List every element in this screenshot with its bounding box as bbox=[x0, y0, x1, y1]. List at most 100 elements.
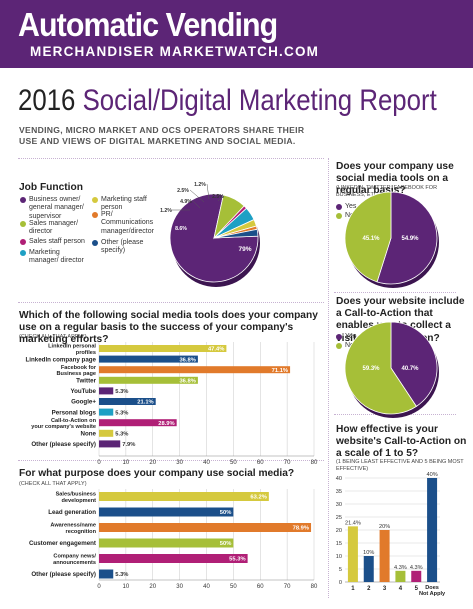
category-label: 3 bbox=[383, 586, 387, 592]
legend-swatch bbox=[92, 212, 98, 218]
tools-bar-chart: 0 10 20 30 40 50 60 70 80 LinkedIn personalprofil… bbox=[26, 342, 318, 466]
divider bbox=[18, 460, 324, 461]
value-label: 5.3% bbox=[115, 572, 128, 578]
pie-slice bbox=[344, 321, 417, 415]
tick-label: 60 bbox=[257, 584, 264, 590]
category-label: Business page bbox=[57, 371, 96, 377]
legend-swatch bbox=[92, 240, 98, 246]
value-label: 47.4% bbox=[208, 347, 224, 353]
pie-label: 2.5% bbox=[177, 188, 189, 194]
bar bbox=[99, 569, 114, 579]
category-label: LinkedIn personal bbox=[48, 344, 96, 350]
legend-swatch bbox=[20, 250, 26, 256]
effectiveness-title: How effective is your website's Call-to-… bbox=[336, 424, 467, 460]
legend-item: Marketing manager/ director bbox=[20, 249, 86, 266]
bar bbox=[379, 530, 390, 582]
legend-swatch bbox=[20, 197, 26, 203]
header-banner: Automatic Vending MERCHANDISER MARKETWAT… bbox=[0, 0, 473, 68]
tick-label: 30 bbox=[336, 502, 342, 508]
value-label: 36.8% bbox=[179, 357, 195, 363]
value-label: 4.3% bbox=[394, 565, 407, 571]
category-label: 2 bbox=[367, 586, 371, 592]
legend-label: Business owner/ general manager/ supervi… bbox=[29, 196, 84, 220]
pie-slice bbox=[344, 191, 392, 283]
legend-item: Yes bbox=[336, 203, 376, 211]
value-label: 10% bbox=[363, 550, 374, 556]
job-function-title: Job Function bbox=[19, 182, 83, 193]
report-title-text: Social/Digital Marketing Report bbox=[82, 84, 437, 117]
divider bbox=[18, 302, 324, 303]
category-label: development bbox=[61, 498, 96, 504]
value-label: 7.9% bbox=[122, 442, 135, 448]
bar bbox=[99, 507, 234, 517]
category-label: recognition bbox=[66, 529, 97, 535]
tick-label: 70 bbox=[284, 460, 291, 466]
tick-label: 20 bbox=[149, 460, 156, 466]
value-label: 5.3% bbox=[115, 389, 128, 395]
bar bbox=[99, 554, 248, 563]
pie-label: 54.9% bbox=[401, 236, 419, 242]
tick-label: 80 bbox=[311, 460, 318, 466]
legend-swatch bbox=[92, 197, 98, 203]
tick-label: 20 bbox=[149, 584, 156, 590]
divider bbox=[328, 158, 329, 598]
tick-label: 0 bbox=[97, 460, 101, 466]
report-year: 2016 bbox=[18, 84, 76, 117]
bar bbox=[99, 366, 291, 374]
report-title: 2016 Social/Digital Marketing Report bbox=[18, 84, 437, 118]
bar bbox=[99, 408, 114, 416]
brand-subtitle: MERCHANDISER MARKETWATCH.COM bbox=[30, 44, 320, 59]
purpose-chart-subtitle: (CHECK ALL THAT APPLY) bbox=[19, 481, 87, 487]
tick-label: 0 bbox=[97, 584, 101, 590]
category-label: announcements bbox=[53, 560, 96, 566]
social-use-title: Does your company use social media tools… bbox=[336, 161, 454, 197]
brand-title: Automatic Vending bbox=[18, 6, 278, 43]
tick-label: 25 bbox=[336, 515, 342, 521]
legend-item: No bbox=[336, 212, 376, 220]
legend-label: Marketing staff person bbox=[101, 196, 147, 212]
legend-label: No bbox=[345, 212, 354, 219]
pie-label: 40.7% bbox=[401, 366, 419, 372]
bar bbox=[99, 398, 156, 405]
legend-swatch bbox=[336, 213, 342, 219]
report-intro: VENDING, MICRO MARKET AND OCS OPERATORS … bbox=[19, 125, 305, 147]
value-label: 36.8% bbox=[179, 379, 195, 385]
bar bbox=[99, 419, 177, 427]
legend-label: Yes bbox=[345, 203, 357, 210]
category-label: YouTube bbox=[70, 388, 96, 395]
value-label: 21.1% bbox=[137, 400, 153, 406]
tick-label: 60 bbox=[257, 460, 264, 466]
bar bbox=[99, 355, 198, 363]
callout-line bbox=[192, 200, 201, 209]
value-label: 4.3% bbox=[410, 565, 423, 571]
pie-label: 1.2% bbox=[160, 208, 172, 214]
pie-label: 45.1% bbox=[362, 236, 380, 242]
value-label: 28.9% bbox=[158, 421, 174, 427]
legend-swatch bbox=[336, 343, 342, 349]
purpose-bar-chart: 0 10 20 30 40 50 60 70 80 Sales/businessdevelopme… bbox=[29, 489, 318, 590]
tick-label: 40 bbox=[203, 584, 210, 590]
divider bbox=[334, 292, 456, 293]
value-label: 78.9% bbox=[293, 526, 309, 532]
bar bbox=[99, 538, 234, 548]
category-label: Twitter bbox=[76, 378, 96, 385]
legend-item: No bbox=[336, 342, 376, 350]
bar bbox=[99, 440, 121, 448]
legend-item: Business owner/ general manager/ supervi… bbox=[20, 196, 86, 221]
tick-label: 15 bbox=[336, 541, 342, 547]
tick-label: 10 bbox=[123, 584, 130, 590]
category-label: None bbox=[81, 431, 97, 438]
pie-slice bbox=[376, 191, 438, 285]
value-label: 40% bbox=[426, 472, 437, 478]
category-label: Facebook for bbox=[61, 365, 97, 371]
legend-label: Yes bbox=[345, 333, 357, 340]
category-label: Company news/ bbox=[53, 554, 96, 560]
tick-label: 40 bbox=[203, 460, 210, 466]
bar bbox=[347, 526, 358, 582]
tick-label: 0 bbox=[339, 580, 342, 586]
value-label: 50% bbox=[220, 541, 232, 547]
bar bbox=[99, 523, 312, 532]
legend-item: Sales manager/ director bbox=[20, 220, 86, 237]
tick-label: 80 bbox=[311, 584, 318, 590]
